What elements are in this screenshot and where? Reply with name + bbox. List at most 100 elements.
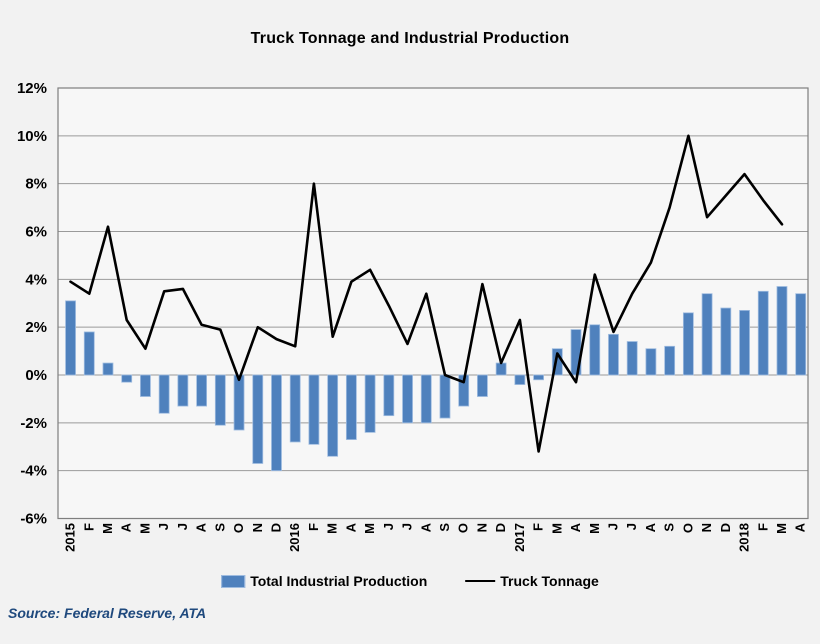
industrial-production-bar — [308, 374, 320, 445]
industrial-production-bar — [701, 293, 713, 376]
x-tick-label: S — [662, 523, 677, 532]
industrial-production-bar — [795, 293, 807, 376]
x-tick-label: M — [100, 523, 115, 534]
x-tick-label: M — [549, 523, 564, 534]
x-tick-label: M — [774, 523, 789, 534]
x-tick-label: N — [699, 523, 714, 532]
industrial-production-bar — [664, 345, 676, 376]
industrial-production-bar — [233, 374, 245, 431]
industrial-production-bar — [477, 374, 488, 397]
y-tick-label: 0% — [25, 367, 47, 384]
x-tick-label: S — [437, 523, 452, 532]
x-tick-label: A — [194, 522, 209, 532]
industrial-production-bar — [420, 374, 432, 424]
truck-tonnage-line — [69, 134, 784, 453]
x-tick-label: D — [718, 523, 733, 532]
source-text: Source: Federal Reserve, ATA — [8, 605, 207, 621]
x-tick-label: 2016 — [287, 523, 302, 552]
industrial-production-bar — [383, 374, 395, 417]
y-tick-label: 2% — [25, 319, 47, 336]
industrial-production-bar — [776, 286, 788, 376]
x-tick-label: F — [755, 523, 770, 531]
x-tick-label: F — [81, 523, 96, 531]
chart-legend: Total Industrial Production Truck Tonnag… — [221, 573, 599, 589]
x-tick-label: F — [306, 523, 321, 531]
x-tick-label: N — [474, 523, 489, 532]
x-tick-label: 2018 — [737, 523, 752, 552]
industrial-production-bar — [214, 374, 226, 426]
x-tick-label: M — [137, 523, 152, 534]
legend-item-truck-tonnage: Truck Tonnage — [465, 573, 599, 589]
x-tick-label: D — [493, 523, 508, 532]
industrial-production-bar — [158, 374, 170, 414]
x-tick-label: F — [531, 523, 546, 531]
industrial-production-bar — [645, 348, 657, 376]
x-tick-label: 2017 — [512, 523, 527, 552]
x-tick-label: J — [605, 523, 620, 530]
x-tick-label: O — [680, 523, 695, 533]
industrial-production-bar — [83, 331, 95, 376]
x-tick-label: A — [418, 522, 433, 532]
x-tick-label: O — [456, 523, 471, 533]
y-tick-label: 8% — [25, 176, 47, 193]
industrial-production-bar — [458, 374, 470, 407]
x-tick-label: J — [400, 523, 415, 530]
y-tick-label: -4% — [20, 463, 47, 480]
industrial-production-bar — [345, 374, 357, 440]
legend-item-industrial-production: Total Industrial Production — [221, 573, 427, 589]
industrial-production-bar — [720, 307, 732, 376]
industrial-production-bar — [589, 324, 601, 376]
y-tick-label: 10% — [17, 128, 47, 145]
industrial-production-bar — [65, 300, 76, 376]
y-tick-label: -6% — [20, 511, 47, 528]
industrial-production-bar — [121, 374, 133, 383]
industrial-production-bar — [102, 362, 114, 376]
industrial-production-bar — [626, 341, 638, 376]
y-tick-label: 6% — [25, 224, 47, 241]
x-tick-label: M — [325, 523, 340, 534]
industrial-production-bar — [364, 374, 376, 433]
x-tick-label: M — [362, 523, 377, 534]
industrial-production-bar — [439, 374, 451, 419]
x-tick-label: J — [156, 523, 171, 530]
industrial-production-bar — [271, 374, 282, 472]
x-tick-label: M — [587, 523, 602, 534]
x-tick-label: A — [119, 522, 134, 532]
plot-area — [58, 88, 808, 519]
bar-series-swatch — [221, 574, 246, 588]
industrial-production-bar — [196, 374, 207, 407]
x-tick-label: D — [268, 523, 283, 532]
industrial-production-bar — [177, 374, 189, 407]
industrial-production-bar — [533, 374, 544, 381]
x-tick-label: A — [793, 522, 808, 532]
industrial-production-bar — [757, 290, 769, 376]
industrial-production-bar — [327, 374, 339, 457]
x-tick-label: J — [381, 523, 396, 530]
industrial-production-bar — [495, 362, 507, 376]
y-tick-label: 4% — [25, 271, 47, 288]
industrial-production-bar — [608, 333, 619, 376]
x-tick-label: N — [250, 523, 265, 532]
industrial-production-bar — [140, 374, 151, 397]
industrial-production-bar — [739, 310, 750, 376]
industrial-production-bar — [682, 312, 694, 376]
x-tick-label: A — [643, 522, 658, 532]
chart-title: Truck Tonnage and Industrial Production — [250, 30, 570, 47]
x-tick-label: S — [212, 523, 227, 532]
legend-line-label: Truck Tonnage — [500, 573, 599, 589]
x-tick-label: O — [231, 523, 246, 533]
industrial-production-bar — [402, 374, 413, 424]
x-tick-label: A — [343, 522, 358, 532]
y-tick-label: 12% — [17, 80, 47, 97]
industrial-production-bar — [252, 374, 264, 464]
x-tick-label: 2015 — [63, 523, 78, 552]
industrial-production-bar — [514, 374, 526, 385]
x-tick-label: J — [175, 523, 190, 530]
plot-border — [57, 87, 809, 520]
x-tick-label: A — [568, 522, 583, 532]
line-series-swatch — [465, 580, 496, 582]
industrial-production-bar — [289, 374, 301, 443]
y-tick-label: -2% — [20, 415, 47, 432]
